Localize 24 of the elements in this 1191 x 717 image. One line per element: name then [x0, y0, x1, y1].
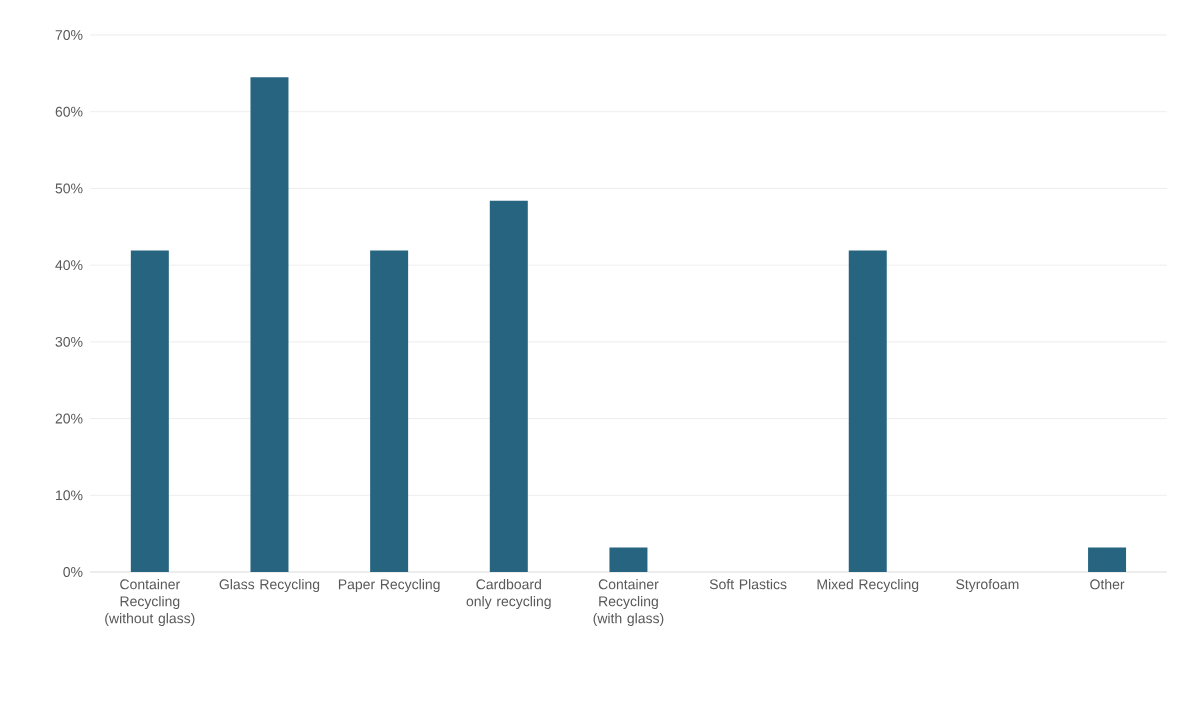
x-tick-label: Styrofoam	[956, 579, 1019, 593]
bar	[1088, 547, 1127, 572]
bar	[489, 200, 528, 572]
y-tick-label: 20%	[55, 413, 83, 424]
x-tick-label: Other	[1090, 579, 1125, 590]
x-tick-label: Glass Recycling	[219, 579, 320, 593]
x-tick-label: Container Recycling (without glass)	[105, 579, 195, 627]
x-tick-label: Soft Plastics	[709, 579, 787, 590]
bar	[250, 77, 289, 572]
y-tick-label: 0%	[63, 567, 83, 577]
y-tick-label: 70%	[55, 30, 83, 40]
x-tick-label: Container Recycling (with glass)	[593, 579, 664, 627]
bar	[848, 250, 887, 572]
x-tick-label: Paper Recycling	[338, 579, 440, 593]
y-tick-label: 10%	[56, 490, 83, 501]
y-tick-label: 50%	[55, 183, 83, 194]
x-tick-label: Mixed Recycling	[817, 579, 919, 593]
bar	[370, 250, 409, 572]
bar	[130, 250, 169, 572]
bar	[609, 547, 648, 572]
y-tick-label: 40%	[55, 260, 83, 271]
y-tick-label: 30%	[55, 336, 83, 347]
y-tick-label: 60%	[55, 106, 83, 117]
x-tick-label: Cardboard only recycling	[466, 579, 551, 610]
